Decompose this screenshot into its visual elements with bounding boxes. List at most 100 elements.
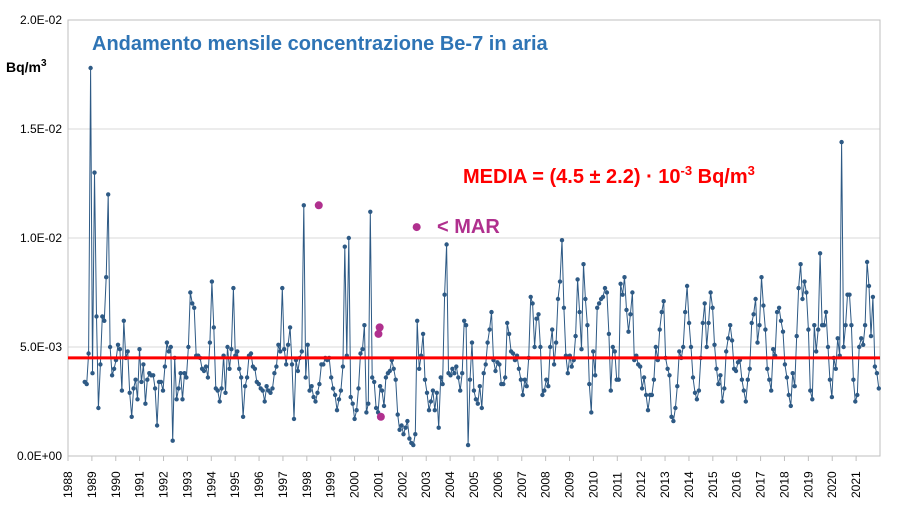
data-point [729, 338, 735, 343]
data-point [651, 377, 657, 382]
data-point [690, 375, 696, 380]
data-point [336, 397, 342, 402]
data-point [442, 292, 447, 297]
data-point [704, 344, 709, 350]
data-point [829, 394, 835, 400]
data-point [162, 364, 168, 369]
data-point [330, 386, 336, 391]
data-point [417, 366, 422, 371]
data-point [307, 388, 312, 393]
data-point [430, 388, 436, 393]
data-point [741, 388, 746, 393]
data-point [397, 427, 402, 432]
data-point [379, 388, 385, 393]
x-tick-label: 1996 [252, 471, 266, 498]
x-tick-label: 2018 [777, 471, 791, 498]
data-point [313, 399, 318, 404]
data-point [868, 333, 874, 339]
data-point [475, 401, 480, 406]
data-point [211, 325, 216, 330]
data-point [90, 371, 95, 376]
x-tick-label: 2003 [419, 471, 433, 498]
data-point [528, 294, 533, 300]
data-point [722, 386, 727, 391]
data-point [587, 381, 592, 387]
data-point [559, 238, 565, 243]
data-point [489, 309, 494, 315]
data-point [403, 425, 408, 430]
data-point [516, 366, 522, 371]
data-point [638, 364, 643, 369]
data-point [481, 371, 486, 376]
data-point [708, 290, 713, 295]
data-point [182, 371, 187, 376]
data-point [753, 296, 758, 302]
data-point [364, 410, 369, 415]
data-point [317, 381, 322, 387]
data-point [755, 340, 760, 345]
data-point [583, 296, 588, 302]
data-point [131, 386, 136, 391]
data-point [203, 364, 209, 369]
data-point [671, 418, 676, 424]
x-tick-label: 1994 [204, 471, 218, 498]
data-point [778, 318, 784, 323]
data-point [102, 318, 107, 323]
x-tick-label: 2019 [801, 471, 815, 498]
data-point [415, 318, 420, 323]
data-point [602, 285, 608, 291]
data-point [399, 423, 404, 428]
data-point [739, 377, 745, 382]
data-point [352, 416, 357, 422]
data-point [814, 349, 819, 354]
y-tick-label: 5.0E-03 [20, 340, 62, 354]
data-point [332, 392, 338, 398]
data-point [876, 386, 881, 391]
data-point [843, 323, 848, 328]
data-point [501, 381, 506, 387]
data-point [645, 408, 651, 413]
x-tick-label: 2005 [467, 471, 481, 498]
data-point [706, 320, 711, 326]
y-tick-label: 0.0E+00 [17, 449, 62, 463]
data-point [272, 371, 277, 376]
data-point [798, 262, 803, 267]
data-point [358, 351, 363, 356]
data-point [350, 401, 355, 406]
data-point [714, 366, 719, 371]
data-point [800, 296, 805, 302]
data-point [544, 377, 549, 382]
data-point [235, 349, 240, 354]
plot-border [67, 19, 881, 457]
data-point [454, 364, 459, 369]
data-point [716, 381, 721, 387]
data-point [338, 388, 344, 393]
data-point [536, 312, 541, 317]
data-point [393, 377, 398, 382]
data-point [696, 388, 702, 393]
data-point [591, 349, 596, 354]
data-point [428, 399, 434, 404]
data-point [565, 371, 570, 376]
data-point [329, 375, 334, 380]
data-point [759, 275, 764, 280]
data-point [702, 301, 707, 306]
data-point [152, 386, 158, 391]
data-point [450, 366, 455, 371]
data-point [129, 414, 134, 419]
data-point [839, 139, 844, 145]
data-point [252, 366, 258, 371]
data-point [553, 340, 559, 345]
data-point [833, 366, 838, 371]
data-point [207, 340, 213, 345]
y-tick-label: 1.5E-02 [20, 122, 62, 136]
data-point [285, 342, 291, 347]
data-point [745, 377, 750, 382]
data-point [649, 392, 655, 398]
data-point [853, 399, 858, 404]
data-point [534, 316, 539, 321]
data-point [141, 362, 146, 367]
data-point [303, 375, 308, 380]
data-point [315, 390, 320, 395]
